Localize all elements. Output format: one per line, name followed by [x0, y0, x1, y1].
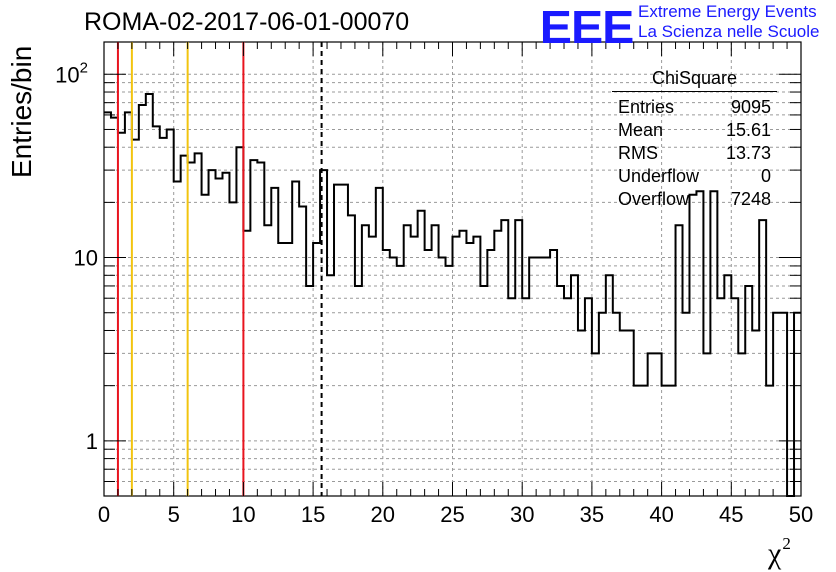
stats-name: ChiSquare: [612, 68, 777, 92]
x-axis-label: χ2: [768, 534, 791, 571]
stats-row-rms: RMS 13.73: [612, 142, 777, 165]
histogram-series: [104, 93, 801, 497]
stats-value: 9095: [730, 97, 771, 117]
x-tick-label: 35: [580, 502, 604, 527]
stats-value: 0: [760, 166, 771, 186]
stats-row-overflow: Overflow 7248: [612, 188, 777, 211]
stats-label: Underflow: [618, 166, 700, 186]
y-tick-label: 1: [86, 429, 98, 454]
eee-logo: EEE: [539, 1, 635, 53]
x-axis-label-sup: 2: [782, 534, 791, 553]
x-axis-label-chi: χ: [768, 537, 782, 570]
stats-row-underflow: Underflow 0: [612, 165, 777, 188]
stats-row-mean: Mean 15.61: [612, 119, 777, 142]
stats-value: 7248: [730, 189, 771, 209]
y-axis-label: Entries/bin: [6, 45, 37, 178]
chart-title: ROMA-02-2017-06-01-00070: [84, 8, 410, 36]
x-tick-label: 45: [719, 502, 743, 527]
logo-text-line1: Extreme Energy Events: [638, 2, 817, 21]
y-tick-label-base: 10: [55, 62, 79, 87]
stats-label: Mean: [618, 120, 664, 140]
x-tick-label: 15: [301, 502, 325, 527]
stats-label: Entries: [618, 97, 675, 117]
y-tick-label-sup: 2: [80, 59, 88, 76]
stats-row-entries: Entries 9095: [612, 96, 777, 119]
stats-value: 15.61: [725, 120, 771, 140]
stats-box: ChiSquare Entries 9095 Mean 15.61 RMS 13.73…: [612, 68, 777, 211]
y-tick-label: 10: [74, 246, 98, 271]
stats-label: Overflow: [618, 189, 690, 209]
x-tick-label: 50: [789, 502, 813, 527]
x-tick-label: 20: [371, 502, 395, 527]
x-tick-label: 0: [98, 502, 110, 527]
x-tick-label: 5: [168, 502, 180, 527]
stats-label: RMS: [618, 143, 658, 163]
x-tick-label: 40: [649, 502, 673, 527]
stats-value: 13.73: [725, 143, 771, 163]
x-tick-label: 30: [510, 502, 534, 527]
x-tick-label: 25: [440, 502, 464, 527]
logo-text-line2: La Scienza nelle Scuole: [638, 22, 820, 41]
x-tick-label: 10: [231, 502, 255, 527]
y-tick-label: 102: [55, 59, 88, 87]
